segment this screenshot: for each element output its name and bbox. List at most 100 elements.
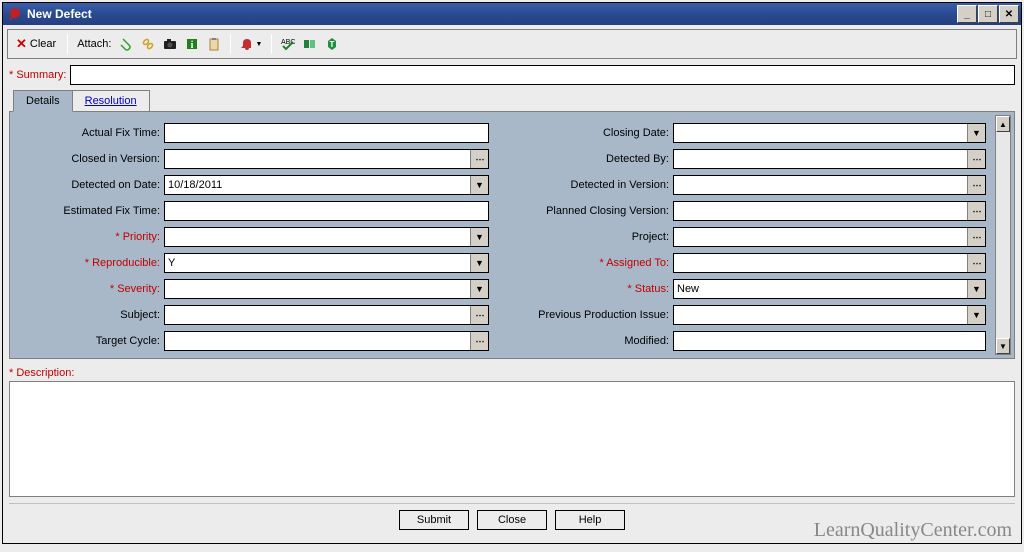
field-label: Modified: bbox=[513, 335, 673, 347]
field-label: Actual Fix Time: bbox=[16, 127, 164, 139]
right-field-input-1[interactable] bbox=[674, 150, 967, 168]
attach-file-icon[interactable] bbox=[117, 35, 135, 53]
tab-resolution[interactable]: Resolution bbox=[72, 90, 150, 112]
field-row: * Priority: ▼ bbox=[16, 226, 489, 248]
maximize-button[interactable]: □ bbox=[978, 5, 998, 23]
description-label: * Description: bbox=[9, 365, 1015, 381]
dropdown-arrow-icon[interactable]: ▼ bbox=[967, 124, 985, 142]
field-row: Closed in Version: ⋯ bbox=[16, 148, 489, 170]
dropdown-arrow-icon[interactable]: ▼ bbox=[967, 306, 985, 324]
lookup-button-icon[interactable]: ⋯ bbox=[470, 150, 488, 168]
field-row: Detected By: ⋯ bbox=[513, 148, 986, 170]
summary-label: * Summary: bbox=[9, 69, 66, 81]
field-row: Target Cycle:⋯ bbox=[16, 330, 489, 352]
field-row: Previous Production Issue: ▼ bbox=[513, 304, 986, 326]
sysinfo-icon[interactable]: i bbox=[183, 35, 201, 53]
clear-button[interactable]: ✕ Clear bbox=[12, 34, 60, 54]
field-label: Closing Date: bbox=[513, 127, 673, 139]
dropdown-arrow-icon[interactable]: ▼ bbox=[470, 280, 488, 298]
submit-button[interactable]: Submit bbox=[399, 510, 469, 530]
right-field-input-5[interactable] bbox=[674, 254, 967, 272]
close-button[interactable]: Close bbox=[477, 510, 547, 530]
minimize-button[interactable]: _ bbox=[957, 5, 977, 23]
lookup-button-icon[interactable]: ⋯ bbox=[967, 150, 985, 168]
field-control: ▼ bbox=[673, 279, 986, 299]
lookup-button-icon[interactable]: ⋯ bbox=[967, 228, 985, 246]
clipboard-icon[interactable] bbox=[205, 35, 223, 53]
field-control bbox=[673, 331, 986, 351]
fields-column-left: Actual Fix Time: Closed in Version: ⋯ Detec… bbox=[16, 118, 489, 352]
right-field-input-8[interactable] bbox=[674, 332, 985, 350]
left-field-input-4[interactable] bbox=[165, 228, 470, 246]
left-field-input-7[interactable] bbox=[165, 306, 470, 324]
field-control: ▼ bbox=[673, 305, 986, 325]
field-label: Detected By: bbox=[513, 153, 673, 165]
field-control: ⋯ bbox=[164, 305, 489, 325]
scroll-down-icon[interactable]: ▼ bbox=[996, 338, 1010, 354]
dropdown-arrow-icon[interactable]: ▼ bbox=[470, 228, 488, 246]
field-row: * Status: ▼ bbox=[513, 278, 986, 300]
left-field-input-5[interactable] bbox=[165, 254, 470, 272]
right-field-input-2[interactable] bbox=[674, 176, 967, 194]
dropdown-arrow-icon[interactable]: ▼ bbox=[967, 280, 985, 298]
details-scrollbar[interactable]: ▲ ▼ bbox=[995, 115, 1011, 355]
screenshot-icon[interactable] bbox=[161, 35, 179, 53]
toolbar: ✕ Clear Attach: i ▼ ABC T bbox=[7, 29, 1017, 59]
field-label: * Priority: bbox=[16, 231, 164, 243]
right-field-input-0[interactable] bbox=[674, 124, 967, 142]
left-field-input-3[interactable] bbox=[165, 202, 488, 220]
watermark: LearnQualityCenter.com bbox=[814, 519, 1012, 542]
spellcheck-icon[interactable]: ABC bbox=[279, 35, 297, 53]
find-similar-icon[interactable]: ▼ bbox=[238, 35, 264, 53]
clear-label: Clear bbox=[30, 38, 56, 50]
attach-link-icon[interactable] bbox=[139, 35, 157, 53]
description-input[interactable] bbox=[9, 381, 1015, 497]
field-label: Previous Production Issue: bbox=[513, 309, 673, 321]
field-control: ⋯ bbox=[673, 201, 986, 221]
field-control: ▼ bbox=[164, 279, 489, 299]
svg-text:i: i bbox=[191, 40, 194, 51]
separator bbox=[67, 34, 68, 54]
field-row: Detected on Date:▼ bbox=[16, 174, 489, 196]
dropdown-arrow-icon[interactable]: ▼ bbox=[470, 254, 488, 272]
field-label: Closed in Version: bbox=[16, 153, 164, 165]
left-field-input-1[interactable] bbox=[165, 150, 470, 168]
field-row: Estimated Fix Time: bbox=[16, 200, 489, 222]
lookup-button-icon[interactable]: ⋯ bbox=[470, 306, 488, 324]
right-field-input-6[interactable] bbox=[674, 280, 967, 298]
left-field-input-0[interactable] bbox=[165, 124, 488, 142]
left-field-input-8[interactable] bbox=[165, 332, 470, 350]
right-field-input-4[interactable] bbox=[674, 228, 967, 246]
field-row: Modified: bbox=[513, 330, 986, 352]
field-label: Subject: bbox=[16, 309, 164, 321]
field-row: Planned Closing Version:⋯ bbox=[513, 200, 986, 222]
right-field-input-3[interactable] bbox=[674, 202, 967, 220]
attach-label: Attach: bbox=[75, 38, 113, 50]
right-field-input-7[interactable] bbox=[674, 306, 967, 324]
close-window-button[interactable]: ✕ bbox=[999, 5, 1019, 23]
lookup-button-icon[interactable]: ⋯ bbox=[967, 176, 985, 194]
lookup-button-icon[interactable]: ⋯ bbox=[470, 332, 488, 350]
app-icon bbox=[7, 6, 23, 22]
left-field-input-6[interactable] bbox=[165, 280, 470, 298]
scroll-up-icon[interactable]: ▲ bbox=[996, 116, 1010, 132]
thesaurus-icon[interactable] bbox=[301, 35, 319, 53]
dropdown-arrow-icon[interactable]: ▼ bbox=[470, 176, 488, 194]
tabstrip: Details Resolution bbox=[3, 90, 1021, 112]
summary-input[interactable] bbox=[70, 65, 1015, 85]
lookup-button-icon[interactable]: ⋯ bbox=[967, 202, 985, 220]
lookup-button-icon[interactable]: ⋯ bbox=[967, 254, 985, 272]
field-control bbox=[164, 201, 489, 221]
field-label: * Assigned To: bbox=[513, 257, 673, 269]
field-row: Actual Fix Time: bbox=[16, 122, 489, 144]
tab-details[interactable]: Details bbox=[13, 90, 73, 112]
help-button[interactable]: Help bbox=[555, 510, 625, 530]
field-control: ▼ bbox=[673, 123, 986, 143]
field-control: ▼ bbox=[164, 253, 489, 273]
window-title: New Defect bbox=[27, 7, 92, 21]
left-field-input-2[interactable] bbox=[165, 176, 470, 194]
scroll-track[interactable] bbox=[996, 132, 1010, 338]
field-row: Detected in Version:⋯ bbox=[513, 174, 986, 196]
field-label: * Status: bbox=[513, 283, 673, 295]
field-config-icon[interactable]: T bbox=[323, 35, 341, 53]
